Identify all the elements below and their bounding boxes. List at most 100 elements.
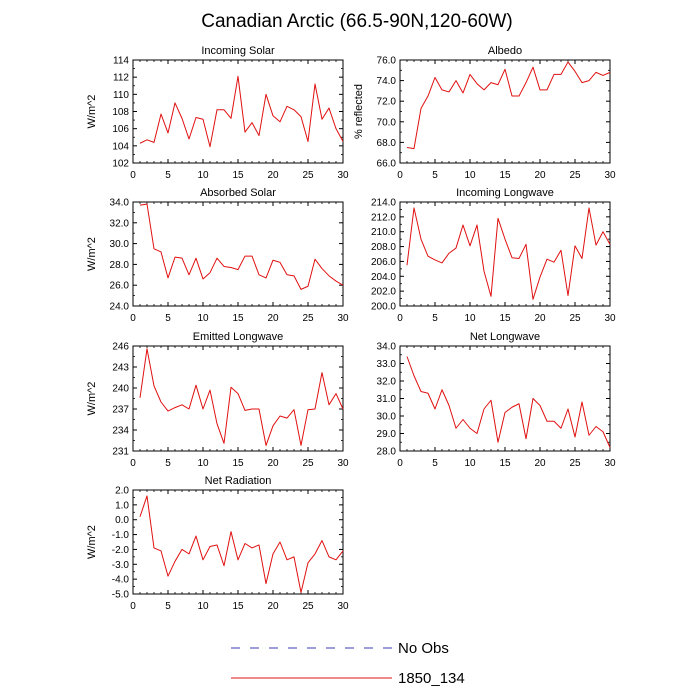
chart-panel: Net Radiation 0 5 10 15 20 25 30 -5.0 -4.0 -3.0 -2.… bbox=[86, 475, 349, 612]
x-tick-label: 0 bbox=[397, 170, 403, 181]
x-tick-label: 25 bbox=[569, 458, 581, 469]
x-tick-label: 15 bbox=[499, 458, 511, 469]
chart-panel: Net Longwave 0 5 10 15 20 25 30 28.0 29.0 30.0 31.0… bbox=[377, 331, 616, 469]
y-tick-label: 29.0 bbox=[377, 429, 397, 440]
y-tick-label: 106 bbox=[112, 124, 129, 135]
x-tick-label: 30 bbox=[604, 313, 616, 324]
x-tick-label: 0 bbox=[130, 601, 136, 612]
panel-title: Net Radiation bbox=[205, 475, 272, 487]
y-tick-label: 33.0 bbox=[377, 359, 397, 370]
x-tick-label: 25 bbox=[302, 313, 314, 324]
x-tick-label: 15 bbox=[232, 601, 244, 612]
series-line bbox=[406, 61, 611, 150]
plot-frame bbox=[399, 201, 611, 307]
y-axis-label: W/m^2 bbox=[86, 382, 98, 416]
x-tick-label: 25 bbox=[569, 313, 581, 324]
x-tick-label: 0 bbox=[397, 458, 403, 469]
x-tick-label: 15 bbox=[499, 170, 511, 181]
y-tick-label: 231 bbox=[112, 447, 129, 458]
x-tick-label: 15 bbox=[232, 313, 244, 324]
y-tick-label: -4.0 bbox=[112, 575, 130, 586]
y-tick-label: 246 bbox=[112, 342, 129, 353]
y-tick-label: 102 bbox=[112, 159, 129, 170]
plot-frame bbox=[132, 201, 344, 307]
x-tick-label: 20 bbox=[267, 313, 279, 324]
x-tick-label: 20 bbox=[534, 170, 546, 181]
x-tick-label: 0 bbox=[130, 313, 136, 324]
y-tick-label: 32.0 bbox=[110, 218, 130, 229]
y-tick-label: 2.0 bbox=[115, 486, 129, 497]
y-tick-label: -5.0 bbox=[112, 590, 130, 601]
x-tick-label: 10 bbox=[464, 313, 476, 324]
y-tick-label: 76.0 bbox=[377, 56, 397, 67]
legend: No Obs 1850_134 bbox=[231, 640, 465, 687]
y-tick-label: -3.0 bbox=[112, 560, 130, 571]
series-line bbox=[139, 348, 344, 446]
panel-title: Net Longwave bbox=[470, 331, 540, 343]
x-tick-label: 30 bbox=[604, 170, 616, 181]
y-tick-label: 214.0 bbox=[371, 198, 396, 209]
y-tick-label: -2.0 bbox=[112, 545, 130, 556]
y-tick-label: 112 bbox=[113, 73, 129, 84]
y-axis-label: % reflected bbox=[353, 84, 365, 139]
x-tick-label: 20 bbox=[267, 170, 279, 181]
y-tick-label: 114 bbox=[113, 56, 129, 67]
x-tick-label: 0 bbox=[397, 313, 403, 324]
y-tick-label: 31.0 bbox=[377, 394, 397, 405]
x-tick-label: 5 bbox=[432, 170, 438, 181]
series-line bbox=[406, 207, 611, 300]
x-tick-label: 25 bbox=[302, 601, 314, 612]
y-tick-label: 28.0 bbox=[377, 447, 397, 458]
plot-frame bbox=[399, 345, 611, 452]
y-tick-label: -1.0 bbox=[112, 530, 130, 541]
series-line bbox=[406, 356, 611, 448]
y-tick-label: 1.0 bbox=[115, 500, 129, 511]
y-tick-label: 237 bbox=[112, 405, 129, 416]
panel-title: Incoming Longwave bbox=[456, 187, 554, 199]
y-tick-label: 30.0 bbox=[377, 412, 397, 423]
x-tick-label: 15 bbox=[232, 170, 244, 181]
series-line bbox=[139, 75, 344, 148]
y-axis-label: W/m^2 bbox=[86, 95, 98, 129]
y-tick-label: 0.0 bbox=[115, 515, 129, 526]
y-tick-label: 240 bbox=[112, 384, 129, 395]
y-tick-label: 212.0 bbox=[371, 212, 396, 223]
x-tick-label: 10 bbox=[197, 601, 209, 612]
y-tick-label: 204.0 bbox=[371, 272, 396, 283]
y-tick-label: 70.0 bbox=[377, 117, 397, 128]
x-tick-label: 10 bbox=[197, 458, 209, 469]
x-tick-label: 0 bbox=[130, 458, 136, 469]
y-tick-label: 72.0 bbox=[377, 97, 397, 108]
x-tick-label: 10 bbox=[197, 170, 209, 181]
y-tick-label: 34.0 bbox=[110, 198, 130, 209]
chart-panel: Incoming Solar 0 5 10 15 20 25 30 102 104 106 108 11… bbox=[86, 45, 349, 181]
y-tick-label: 28.0 bbox=[110, 260, 130, 271]
y-tick-label: 243 bbox=[112, 363, 129, 374]
chart-panel: Incoming Longwave 0 5 10 15 20 25 30 200.0 202.0 2… bbox=[371, 187, 616, 324]
x-tick-label: 15 bbox=[232, 458, 244, 469]
x-tick-label: 5 bbox=[432, 458, 438, 469]
plot-frame bbox=[399, 59, 611, 164]
y-tick-label: 206.0 bbox=[371, 257, 396, 268]
panel-title: Incoming Solar bbox=[201, 45, 275, 57]
y-tick-label: 104 bbox=[112, 141, 129, 152]
y-axis-label: W/m^2 bbox=[86, 237, 98, 271]
plot-frame bbox=[132, 345, 344, 452]
x-tick-label: 5 bbox=[165, 170, 171, 181]
chart-panel: Absorbed Solar 0 5 10 15 20 25 30 24.0 26.0 28.0 30… bbox=[86, 187, 349, 324]
y-tick-label: 210.0 bbox=[371, 227, 396, 238]
y-tick-label: 68.0 bbox=[377, 138, 397, 149]
x-tick-label: 20 bbox=[267, 601, 279, 612]
x-tick-label: 10 bbox=[464, 170, 476, 181]
x-tick-label: 5 bbox=[432, 313, 438, 324]
x-tick-label: 25 bbox=[302, 458, 314, 469]
x-tick-label: 0 bbox=[130, 170, 136, 181]
y-axis-label: W/m^2 bbox=[86, 525, 98, 559]
y-tick-label: 108 bbox=[112, 107, 129, 118]
y-tick-label: 66.0 bbox=[377, 159, 397, 170]
x-tick-label: 5 bbox=[165, 601, 171, 612]
figure-title: Canadian Arctic (66.5-90N,120-60W) bbox=[201, 11, 513, 32]
y-tick-label: 110 bbox=[113, 90, 129, 101]
x-tick-label: 30 bbox=[337, 601, 349, 612]
chart-panel: Emitted Longwave 0 5 10 15 20 25 30 231 234 237 240… bbox=[86, 331, 349, 469]
